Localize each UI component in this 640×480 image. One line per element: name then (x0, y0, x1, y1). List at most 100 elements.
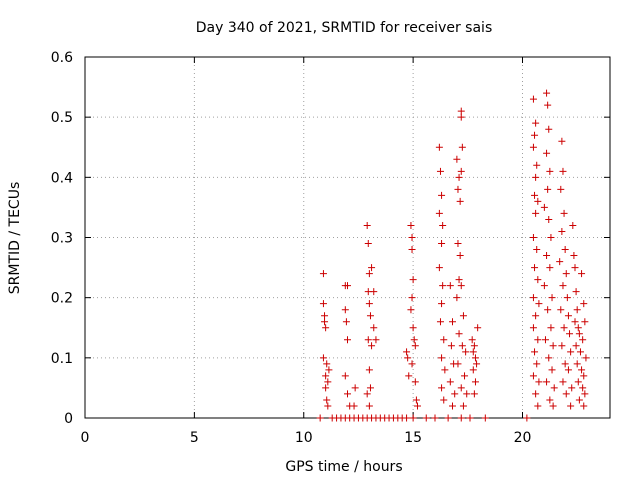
data-point (571, 264, 579, 272)
data-point (364, 240, 372, 248)
data-point (344, 282, 351, 290)
y-tick-label: 0.5 (51, 110, 73, 126)
data-point (580, 300, 588, 308)
data-point (453, 155, 461, 163)
data-point (549, 342, 557, 350)
data-point (544, 306, 552, 314)
data-point (531, 131, 539, 139)
data-point (544, 185, 552, 193)
y-tick-label: 0.6 (51, 50, 73, 66)
data-points (316, 89, 590, 422)
data-point (559, 282, 567, 290)
data-point (409, 324, 417, 332)
data-point (438, 384, 446, 392)
data-point (557, 306, 565, 314)
data-point (438, 191, 446, 199)
data-point (451, 390, 459, 398)
data-point (459, 402, 467, 410)
data-point (458, 143, 466, 151)
data-point (322, 324, 330, 332)
data-point (321, 312, 329, 320)
data-point (457, 113, 465, 121)
data-point (541, 336, 549, 344)
data-point (534, 336, 542, 344)
data-point (344, 336, 351, 344)
data-point (370, 324, 378, 332)
data-point (531, 191, 539, 199)
data-point (540, 282, 548, 290)
data-point (561, 360, 569, 368)
data-point (455, 330, 463, 338)
data-point (558, 227, 566, 235)
data-point (364, 336, 372, 344)
data-point (363, 221, 371, 229)
data-point (456, 252, 464, 260)
data-point (454, 360, 462, 368)
data-point (532, 173, 540, 181)
data-point (534, 276, 542, 284)
x-tick-labels: 0 5 10 15 20 (81, 430, 532, 446)
data-point (523, 414, 531, 422)
data-point (440, 336, 448, 344)
data-point (341, 306, 349, 314)
data-point (568, 384, 576, 392)
data-point (529, 324, 537, 332)
data-point (579, 384, 587, 392)
data-point (546, 396, 554, 404)
data-point (457, 384, 465, 392)
data-point (463, 390, 471, 398)
data-point (435, 143, 443, 151)
data-point (403, 348, 411, 356)
data-point (323, 360, 331, 368)
data-point (572, 342, 580, 350)
data-point (350, 402, 358, 410)
data-point (534, 402, 542, 410)
data-point (457, 282, 465, 290)
data-point (469, 348, 477, 356)
data-point (408, 360, 416, 368)
data-point (545, 215, 553, 223)
data-point (575, 330, 583, 338)
data-point (458, 342, 466, 350)
data-point (316, 414, 324, 422)
data-point (532, 312, 540, 320)
data-point (441, 366, 449, 374)
data-point (454, 240, 462, 248)
data-point (481, 414, 489, 422)
data-point (447, 342, 455, 350)
data-point (558, 137, 566, 145)
data-point (560, 324, 568, 332)
data-point (532, 390, 540, 398)
data-point (454, 185, 462, 193)
data-point (564, 312, 572, 320)
data-point (365, 366, 373, 374)
y-tick-label: 0.4 (51, 170, 73, 186)
data-point (409, 414, 417, 422)
data-point (410, 336, 418, 344)
data-point (449, 318, 456, 326)
data-point (559, 167, 567, 175)
data-point (439, 221, 447, 229)
data-point (404, 354, 412, 362)
data-point (547, 234, 555, 241)
data-point (547, 324, 555, 332)
data-point (342, 318, 350, 326)
data-point (322, 384, 330, 392)
data-point (529, 234, 537, 241)
data-point (440, 396, 448, 404)
y-tick-label: 0.2 (51, 291, 73, 307)
data-point (473, 360, 481, 368)
data-point (470, 390, 478, 398)
x-tick-label: 0 (81, 430, 90, 446)
data-point (365, 270, 373, 278)
x-tick-label: 15 (404, 430, 422, 446)
data-point (564, 366, 572, 374)
data-point (468, 336, 476, 344)
data-point (474, 324, 482, 332)
data-point (438, 240, 446, 248)
data-point (408, 294, 416, 302)
data-point (363, 390, 371, 398)
data-point (544, 101, 552, 109)
data-point (366, 312, 374, 320)
